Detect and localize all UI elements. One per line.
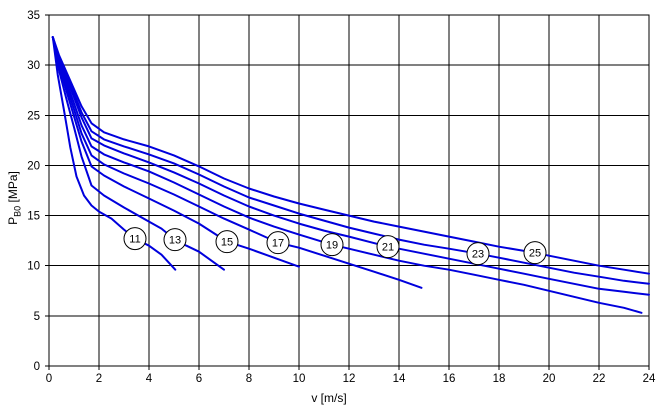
curve-label-circle-19 xyxy=(320,233,344,257)
y-tick-label: 15 xyxy=(27,211,40,223)
curve-label-text-23: 23 xyxy=(472,249,484,261)
curve-label-text-15: 15 xyxy=(221,237,233,249)
y-axis-title: PB0 [MPa] xyxy=(6,148,22,248)
curve-19 xyxy=(51,36,643,314)
x-tick-label: 6 xyxy=(196,373,202,385)
y-tick-label: 30 xyxy=(27,60,40,72)
y-tick-label: 25 xyxy=(27,110,40,122)
curve-label-circle-23 xyxy=(466,242,490,266)
curve-label-text-17: 17 xyxy=(272,238,284,250)
x-tick-label: 22 xyxy=(593,373,606,385)
x-tick-label: 20 xyxy=(543,373,556,385)
curve-label-text-19: 19 xyxy=(326,240,338,252)
curve-23 xyxy=(51,36,650,285)
y-tick-label: 0 xyxy=(34,361,40,373)
x-tick-label: 8 xyxy=(246,373,252,385)
x-tick-label: 14 xyxy=(393,373,406,385)
y-axis-subscript: B0 xyxy=(12,205,23,217)
curve-17 xyxy=(51,36,423,289)
curve-label-circle-17 xyxy=(266,231,290,255)
curve-label-circle-11 xyxy=(123,227,147,251)
x-tick-label: 16 xyxy=(443,373,456,385)
x-tick-label: 18 xyxy=(493,373,506,385)
x-axis-title: v [m/s] xyxy=(311,391,347,405)
x-tick-label: 2 xyxy=(96,373,102,385)
x-tick-label: 4 xyxy=(146,373,153,385)
curve-label-circle-25 xyxy=(523,241,547,265)
curve-label-circle-13 xyxy=(163,228,187,252)
x-tick-label: 10 xyxy=(293,373,306,385)
curve-13 xyxy=(51,36,225,271)
y-tick-label: 5 xyxy=(34,311,40,323)
x-tick-label: 12 xyxy=(343,373,356,385)
curve-label-text-13: 13 xyxy=(169,235,181,247)
x-tick-label: 0 xyxy=(46,373,52,385)
curve-label-text-11: 11 xyxy=(129,234,140,246)
curve-label-text-25: 25 xyxy=(529,248,541,260)
curve-21 xyxy=(51,36,650,296)
x-tick-label: 24 xyxy=(643,373,656,385)
curve-15 xyxy=(51,36,300,268)
y-tick-label: 10 xyxy=(27,261,40,273)
y-tick-label: 35 xyxy=(27,10,40,22)
y-axis-symbol: P xyxy=(6,216,20,225)
curve-label-circle-21 xyxy=(376,235,400,259)
y-tick-label: 20 xyxy=(27,160,40,172)
curve-label-text-21: 21 xyxy=(382,242,394,254)
curve-11 xyxy=(51,36,177,271)
y-axis-unit: [MPa] xyxy=(6,171,20,206)
curve-label-circle-15 xyxy=(215,230,239,254)
